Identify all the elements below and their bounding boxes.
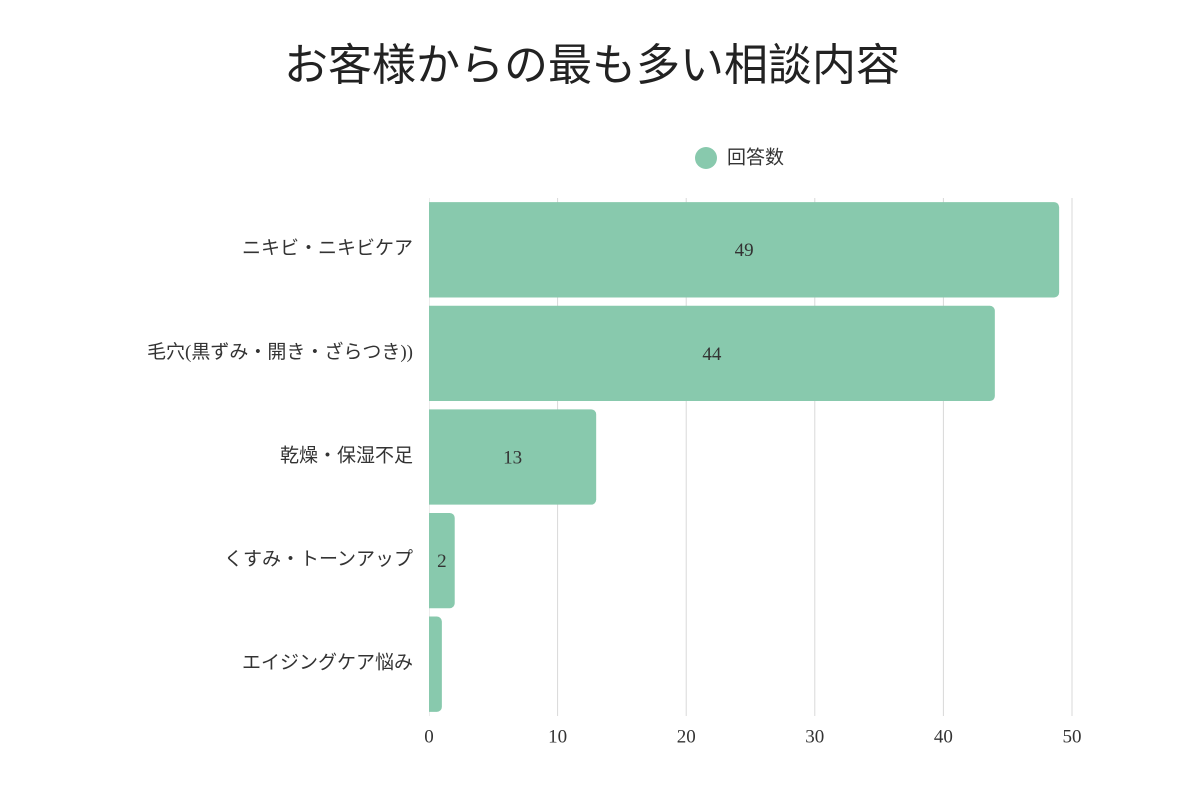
x-tick-label: 40 [934,726,953,747]
x-tick-label: 10 [548,726,567,747]
y-tick-label: くすみ・トーンアップ [224,548,413,570]
legend-label: 回答数 [727,146,784,168]
y-tick-label: ニキビ・ニキビケア [242,237,413,259]
value-label: 2 [437,551,447,572]
value-label: 49 [735,240,754,261]
y-tick-label: 毛穴(黒ずみ・開き・ざらつき)) [147,340,413,363]
bar [424,305,995,402]
x-tick-label: 50 [1063,726,1082,747]
x-tick-label: 30 [805,726,824,747]
value-label: 13 [503,447,522,468]
chart-title: お客様からの最も多い相談内容 [284,41,900,90]
bar [424,409,597,505]
bar [424,512,455,609]
x-tick-label: 0 [424,726,434,747]
bar [424,202,1060,298]
y-tick-label: 乾燥・保湿不足 [280,444,413,466]
x-tick-label: 20 [677,726,696,747]
legend-marker [695,147,717,169]
value-label: 44 [702,344,722,365]
y-tick-label: エイジングケア悩み [242,652,413,674]
axis-mask [423,196,429,718]
